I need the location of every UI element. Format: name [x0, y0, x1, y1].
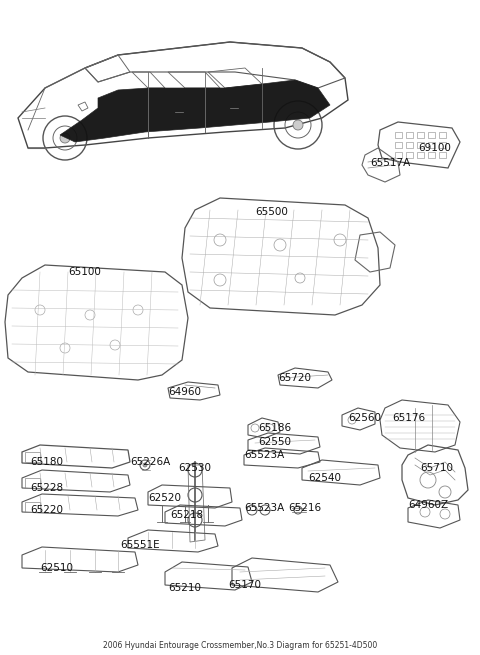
Text: 65551E: 65551E: [120, 540, 160, 550]
Bar: [406, 142, 413, 148]
Bar: [406, 152, 413, 158]
Polygon shape: [60, 80, 330, 142]
Text: 65100: 65100: [68, 267, 101, 277]
Text: 62560: 62560: [348, 413, 381, 423]
Circle shape: [143, 463, 147, 467]
Circle shape: [293, 120, 303, 130]
Text: 69100: 69100: [418, 143, 451, 153]
Bar: [417, 142, 424, 148]
Text: 65210: 65210: [168, 583, 201, 593]
Bar: [25, 502, 40, 512]
Text: 62520: 62520: [148, 493, 181, 503]
Bar: [439, 152, 446, 158]
Bar: [428, 142, 435, 148]
Text: 62540: 62540: [308, 473, 341, 483]
Bar: [439, 132, 446, 138]
Text: 62550: 62550: [258, 437, 291, 447]
Text: 62530: 62530: [178, 463, 211, 473]
Text: 65720: 65720: [278, 373, 311, 383]
Bar: [406, 132, 413, 138]
Text: 65226A: 65226A: [130, 457, 170, 467]
Bar: [395, 132, 402, 138]
Bar: [395, 152, 402, 158]
Bar: [25, 478, 40, 488]
Bar: [25, 452, 40, 462]
Text: 65220: 65220: [30, 505, 63, 515]
Text: 64960Z: 64960Z: [408, 500, 448, 510]
Text: 65228: 65228: [30, 483, 63, 493]
Bar: [428, 152, 435, 158]
Text: 64960: 64960: [168, 387, 201, 397]
Text: 65523A: 65523A: [244, 503, 284, 513]
Text: 62510: 62510: [40, 563, 73, 573]
Text: 65523A: 65523A: [244, 450, 284, 460]
Bar: [439, 142, 446, 148]
Circle shape: [60, 133, 70, 143]
Text: 65176: 65176: [392, 413, 425, 423]
Text: 65186: 65186: [258, 423, 291, 433]
Bar: [428, 132, 435, 138]
Text: 65218: 65218: [170, 510, 203, 520]
Text: 2006 Hyundai Entourage Crossmember,No.3 Diagram for 65251-4D500: 2006 Hyundai Entourage Crossmember,No.3 …: [103, 641, 377, 650]
Text: 65180: 65180: [30, 457, 63, 467]
Text: 65216: 65216: [288, 503, 321, 513]
Bar: [417, 132, 424, 138]
Text: 65500: 65500: [255, 207, 288, 217]
Bar: [417, 152, 424, 158]
Bar: [395, 142, 402, 148]
Text: 65517A: 65517A: [370, 158, 410, 168]
Text: 65170: 65170: [228, 580, 261, 590]
Text: 65710: 65710: [420, 463, 453, 473]
